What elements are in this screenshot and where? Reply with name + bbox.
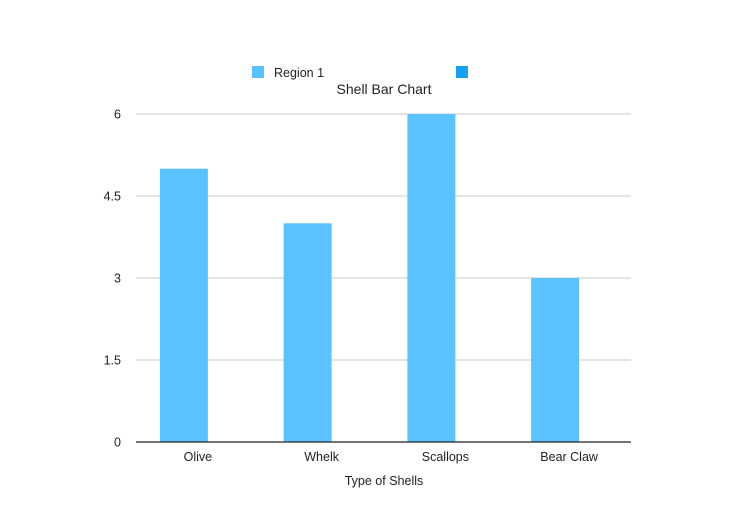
chart-title: Shell Bar Chart: [337, 81, 432, 97]
bar-olive: [159, 168, 208, 442]
y-tick-label: 3: [114, 272, 121, 286]
legend-swatch-region-1: [252, 66, 264, 78]
y-tick-label: 6: [114, 108, 121, 122]
x-tick-label: Olive: [184, 450, 213, 464]
bar-scallops: [407, 114, 456, 442]
x-tick-label: Scallops: [422, 450, 469, 464]
bars: [159, 114, 580, 442]
legend: Region 1: [252, 66, 468, 80]
bar-whelk: [283, 223, 332, 442]
y-tick-label: 0: [114, 436, 121, 450]
x-tick-label: Bear Claw: [540, 450, 599, 464]
y-tick-label: 4.5: [104, 190, 121, 204]
y-axis-tick-labels: 0 1.5 3 4.5 6: [104, 108, 121, 450]
legend-label-region-1: Region 1: [274, 66, 324, 80]
bar-bear-claw: [531, 278, 580, 442]
y-tick-label: 1.5: [104, 354, 121, 368]
x-tick-label: Whelk: [304, 450, 339, 464]
x-axis-tick-labels: Olive Whelk Scallops Bear Claw: [184, 450, 599, 464]
x-axis-title: Type of Shells: [345, 474, 424, 488]
legend-swatch-series-2: [456, 66, 468, 78]
